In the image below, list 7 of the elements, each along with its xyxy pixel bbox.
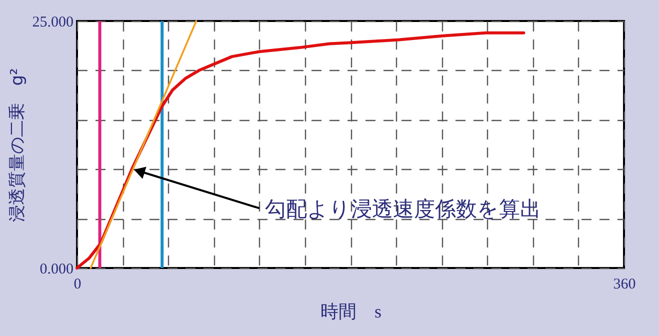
y-axis-title: 浸透質量の二乗 g² [7,68,28,222]
x-tick-label: 360 [613,276,636,292]
x-axis-title: 時間 s [320,302,382,322]
annotation: 勾配より浸透速度係数を算出 [265,197,542,222]
y-tick-label: 25.000 [32,14,74,30]
y-tick-label: 0.000 [40,262,74,278]
x-tick-label: 0 [74,276,82,292]
